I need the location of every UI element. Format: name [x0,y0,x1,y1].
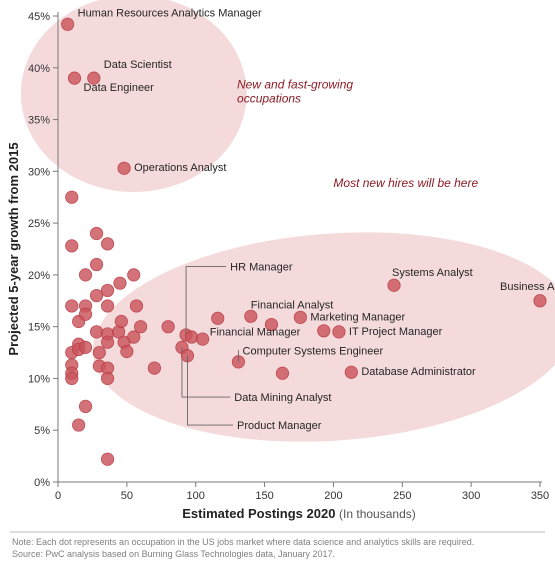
data-point [66,191,78,203]
x-tick-label: 0 [55,490,61,502]
y-tick-label: 15% [28,322,50,334]
point-label: HR Manager [230,262,293,274]
data-point [534,295,546,307]
data-point [68,72,80,84]
data-point [93,346,105,358]
x-tick-label: 200 [324,490,342,502]
data-point [90,326,102,338]
data-point [114,277,126,289]
point-label: Marketing Manager [310,311,405,323]
y-tick-label: 40% [28,63,50,75]
data-point [276,367,288,379]
y-tick-label: 35% [28,115,50,127]
data-point [101,300,113,312]
data-point [101,284,113,296]
x-tick-label: 250 [393,490,411,502]
data-point [101,238,113,250]
data-point [318,325,330,337]
data-point [115,315,127,327]
y-tick-label: 10% [28,373,50,385]
point-label: IT Project Manager [349,326,443,338]
y-tick-label: 20% [28,270,50,282]
x-tick-label: 350 [531,490,549,502]
data-point [72,419,84,431]
footnote-line-2: Source: PwC analysis based on Burning Gl… [12,549,335,559]
point-label: Data Engineer [84,82,155,94]
point-label: Financial Manager [210,326,301,338]
point-label: Operations Analyst [134,162,226,174]
data-point [294,311,306,323]
data-point [185,331,197,343]
data-point [148,362,160,374]
data-point [118,162,130,174]
point-label: Product Manager [237,420,322,432]
data-point [79,308,91,320]
data-point [162,320,174,332]
footnote-line-1: Note: Each dot represents an occupation … [12,537,474,547]
point-label: Data Mining Analyst [234,392,331,404]
data-point [66,240,78,252]
data-point [90,289,102,301]
x-tick-label: 50 [121,490,133,502]
data-point [90,258,102,270]
scatter-chart: 0% 5% 10% 15% 20% 25% 30% 35% 40% 45% 0 50 100 150 200… [0,0,555,564]
point-label: Human Resources Analytics Manager [78,7,262,19]
point-label: Business Analyst [500,281,555,293]
y-tick-label: 45% [28,11,50,23]
data-point [196,333,208,345]
data-point [61,18,73,30]
y-tick-label: 30% [28,166,50,178]
x-tick-label: 150 [255,490,273,502]
y-axis-title: Projected 5-year growth from 2015 [6,142,21,355]
data-point [134,320,146,332]
data-point [333,326,345,338]
data-point [79,269,91,281]
point-label: Data Scientist [104,59,172,71]
y-tick-label: 5% [34,425,50,437]
data-point [388,279,400,291]
y-tick-label: 0% [34,477,50,489]
data-point [101,336,113,348]
data-point [66,300,78,312]
data-point [345,366,357,378]
data-point [66,372,78,384]
y-tick-label: 25% [28,218,50,230]
data-point [130,300,142,312]
data-point [79,400,91,412]
data-point [121,345,133,357]
annotation-hires: Most new hires will be here [333,176,478,190]
data-point [245,310,257,322]
data-point [79,341,91,353]
data-point [90,227,102,239]
point-label: Financial Analyst [251,299,334,311]
data-point [128,269,140,281]
point-label: Systems Analyst [392,267,473,279]
x-axis-title: Estimated Postings 2020 (In thousands) [182,506,416,521]
point-label: Database Administrator [361,366,476,378]
point-label: Computer Systems Engineer [243,345,384,357]
data-point [101,372,113,384]
data-point [212,312,224,324]
data-point [101,453,113,465]
x-tick-label: 100 [187,490,205,502]
x-tick-label: 300 [462,490,480,502]
